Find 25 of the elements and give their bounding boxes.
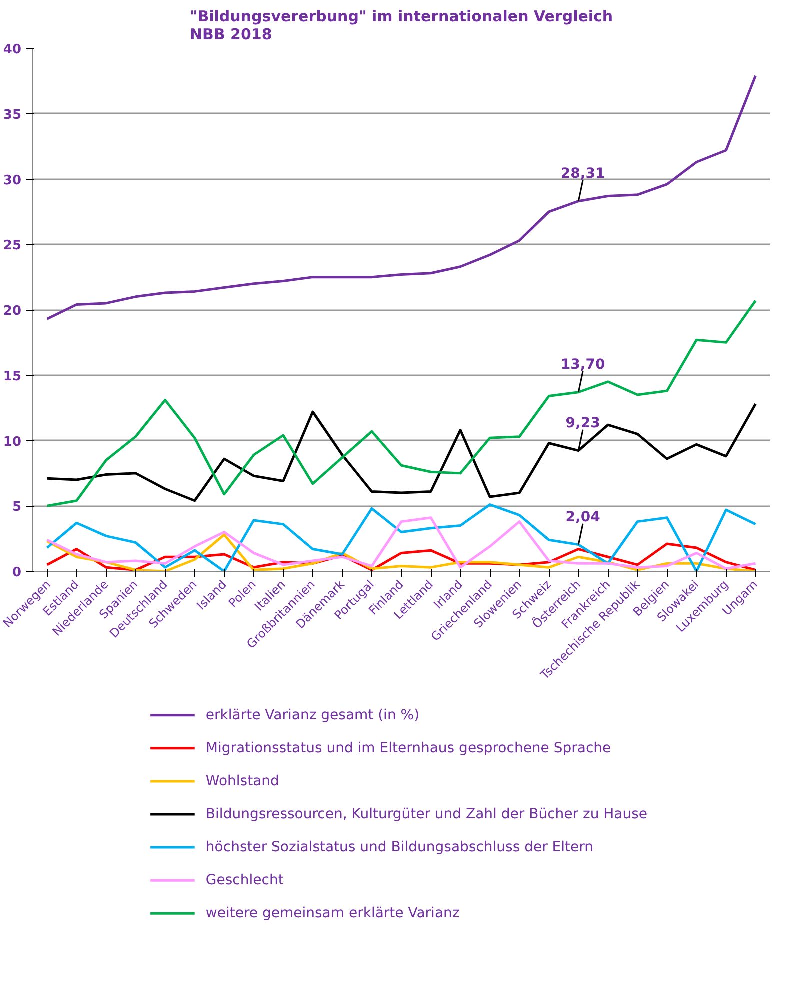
y-tick-label: 10	[3, 434, 22, 450]
legend-label: Geschlecht	[206, 872, 284, 889]
chart-title: "Bildungsvererbung" im internationalen Vergleich NBB 2018	[190, 8, 614, 44]
legend-label: weitere gemeinsam erklärte Varianz	[206, 906, 460, 922]
y-tick-label: 35	[3, 108, 22, 123]
y-tick-label: 15	[3, 369, 22, 384]
y-tick-label: 40	[3, 42, 22, 58]
legend-label: höchster Sozialstatus und Bildungsabschluss der Eltern	[206, 840, 594, 856]
y-tick-label: 20	[3, 304, 22, 319]
annotation: 13,70	[560, 356, 606, 373]
line-series	[46, 300, 757, 508]
annotation: 9,23	[566, 415, 600, 432]
line-series	[46, 504, 757, 572]
y-tick-label: 5	[12, 500, 22, 516]
annotation: 28,31	[560, 166, 606, 182]
legend-label: Bildungsressourcen, Kulturgüter und Zahl der Bücher zu Hause	[206, 806, 648, 822]
y-tick-label: 25	[3, 238, 22, 254]
y-tick-label: 0	[12, 566, 22, 580]
legend-label: Migrationsstatus und im Elternhaus gesprochene Sprache	[206, 740, 612, 756]
y-tick-label: 30	[3, 173, 22, 188]
annotation: 2,04	[566, 509, 601, 526]
legend-label: Wohlstand	[206, 773, 280, 790]
line-series	[46, 402, 757, 502]
legend-label: erklärte Varianz gesamt (in %)	[206, 707, 420, 724]
line-series	[46, 74, 757, 320]
